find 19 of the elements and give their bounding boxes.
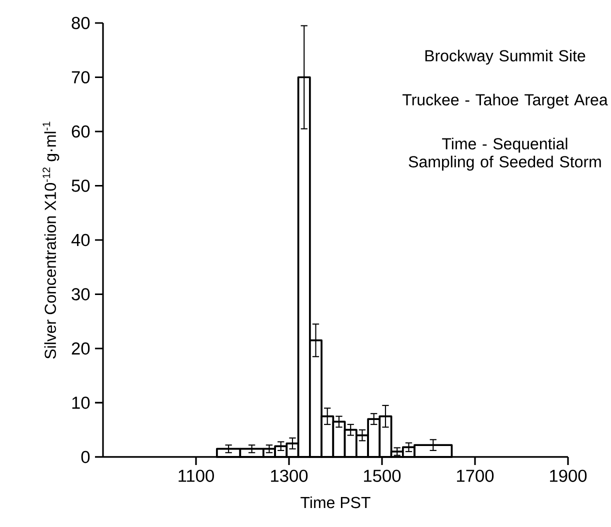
y-tick-label: 0 <box>81 450 90 464</box>
annotation: Brockway Summit Site <box>425 50 586 65</box>
y-tick-label: 60 <box>72 125 90 138</box>
annotation: Truckee - Tahoe Target Area <box>402 94 608 109</box>
y-tick-label: 40 <box>71 234 90 246</box>
y-tick-label: 50 <box>72 180 90 192</box>
y-axis-title: Silver Concentration X10$^{-12}$ g·ml$^{-1}$ <box>42 122 60 359</box>
x-tick-label: 1500 <box>364 470 401 482</box>
x-tick-label: 1900 <box>550 470 587 482</box>
y-tick-label: 10 <box>72 396 90 409</box>
y-tick-label: 80 <box>72 16 90 30</box>
y-tick-label: 20 <box>72 342 90 355</box>
x-tick-label: 1300 <box>271 470 308 482</box>
y-tick-label: 30 <box>72 288 90 300</box>
x-axis-title: Time PST <box>300 496 370 508</box>
x-tick-label: 1100 <box>178 470 214 482</box>
x-tick-label: 1700 <box>457 470 494 482</box>
annotation: Time - Sequential Sampling of Seeded Storm <box>408 138 601 171</box>
y-tick-label: 70 <box>72 71 90 84</box>
